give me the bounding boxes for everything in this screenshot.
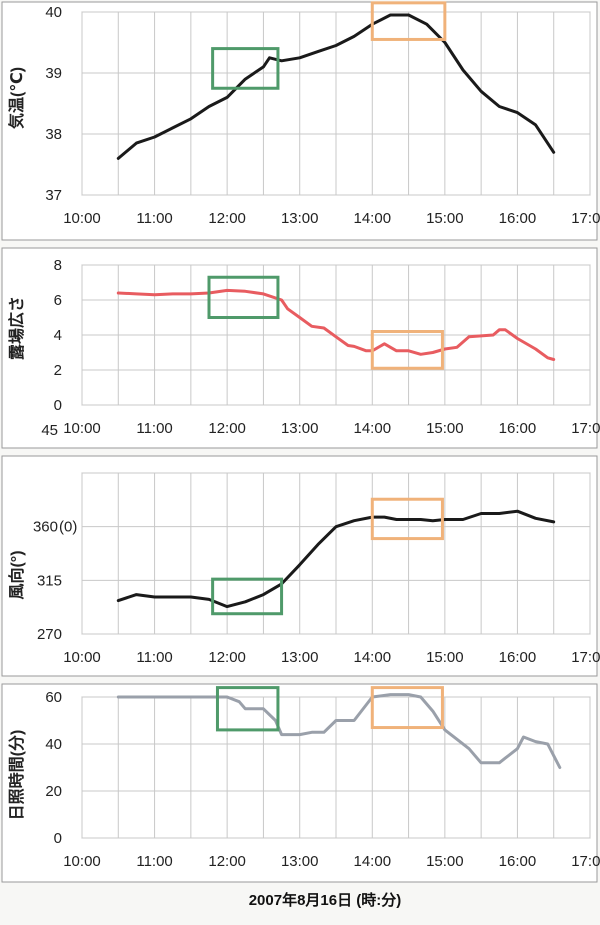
x-tick-label: 11:00 [136, 420, 172, 437]
highlight-box-orange [370, 330, 444, 370]
x-tick-label: 15:00 [426, 853, 464, 870]
x-tick-label: 10:00 [63, 853, 101, 870]
y-axis-label: 風向(°) [7, 550, 26, 599]
x-tick-label: 13:00 [281, 210, 319, 227]
x-tick-label: 14:00 [354, 210, 392, 227]
y-tick-label: 40 [45, 736, 62, 753]
x-tick-label: 11:00 [136, 649, 172, 666]
x-axis-caption: 2007年8月16日 (時:分) [249, 891, 402, 909]
y-tick-annotation: (0) [59, 519, 77, 536]
x-tick-label: 14:00 [354, 649, 392, 666]
x-tick-label: 15:00 [426, 649, 464, 666]
chart-panel-4: 10:00 11:00 12:00 13:00 14:00 15:00 16:00 17:0 0… [1, 683, 600, 883]
x-tick-label: 12:00 [208, 649, 246, 666]
y-tick-label: 0 [54, 830, 62, 847]
x-tick-label: 16:00 [499, 853, 537, 870]
highlight-box-green [211, 47, 280, 90]
series-line [116, 693, 562, 769]
y-tick-label: 40 [45, 4, 62, 21]
highlight-box-orange [370, 497, 444, 541]
x-tick-label: 13:00 [281, 649, 319, 666]
chart-panel-2: 10:00 11:00 12:00 13:00 14:00 15:00 16:00 17:0 0… [1, 247, 600, 449]
chart-panel-1: 10:00 11:00 12:00 13:00 14:00 15:00 16:00 17:00… [1, 1, 600, 241]
y-tick-label: 360 [33, 519, 58, 536]
y-axis-label: 気温(℃) [7, 67, 26, 129]
y-tick-label: 4 [54, 327, 62, 344]
x-tick-label: 17:00 [571, 853, 600, 870]
y-tick-label: 2 [54, 362, 62, 379]
x-tick-label: 13:00 [281, 420, 319, 437]
y-tick-label: 60 [45, 689, 62, 706]
series-line [116, 509, 556, 609]
y-tick-label: 37 [45, 187, 62, 204]
x-tick-label: 13:00 [281, 853, 319, 870]
x-tick-label: 10:00 [63, 420, 101, 437]
x-tick-label: 11:00 [136, 210, 172, 227]
chart-panels: 10:00 11:00 12:00 13:00 14:00 15:00 16:00 17:00… [1, 1, 600, 883]
highlight-box-orange [370, 1, 447, 41]
x-tick-label: 12:00 [208, 420, 246, 437]
x-tick-label: 16:00 [499, 210, 537, 227]
highlight-box-orange [370, 686, 444, 730]
series-line [116, 288, 556, 361]
x-tick-label: 15:00 [426, 420, 464, 437]
y-tick-label: 6 [54, 292, 62, 309]
y-tick-label: 38 [45, 126, 62, 143]
x-tick-label: 10:00 [63, 210, 101, 227]
y-tick-label: 39 [45, 65, 62, 82]
x-tick-label: 11:00 [136, 853, 172, 870]
y-tick-label: 45 [41, 422, 58, 439]
x-tick-label: 14:00 [354, 420, 392, 437]
x-tick-label: 12:00 [208, 853, 246, 870]
x-tick-label: 17:00 [571, 420, 600, 437]
x-tick-label: 16:00 [499, 649, 537, 666]
y-axis-label: 露場広さ [7, 296, 26, 360]
x-tick-label: 17:00 [571, 649, 600, 666]
highlight-box-green [215, 686, 280, 732]
x-tick-label: 10:00 [63, 649, 101, 666]
y-axis-label: 日照時間(分) [7, 730, 26, 821]
x-tick-label: 12:00 [208, 210, 246, 227]
x-tick-label: 15:00 [426, 210, 464, 227]
highlight-box-green [211, 577, 284, 616]
y-tick-label: 20 [45, 783, 62, 800]
series-line [116, 13, 556, 160]
y-tick-label: 270 [37, 626, 62, 643]
y-tick-label: 0 [54, 397, 62, 414]
highlight-box-green [207, 275, 280, 319]
y-tick-label: 8 [54, 257, 62, 274]
x-tick-label: 14:00 [354, 853, 392, 870]
x-tick-label: 17:00 [571, 210, 600, 227]
y-tick-label: 315 [37, 572, 62, 589]
x-tick-label: 16:00 [499, 420, 537, 437]
chart-panel-3: 10:00 11:00 12:00 13:00 14:00 15:00 16:00 17:00… [1, 422, 600, 677]
